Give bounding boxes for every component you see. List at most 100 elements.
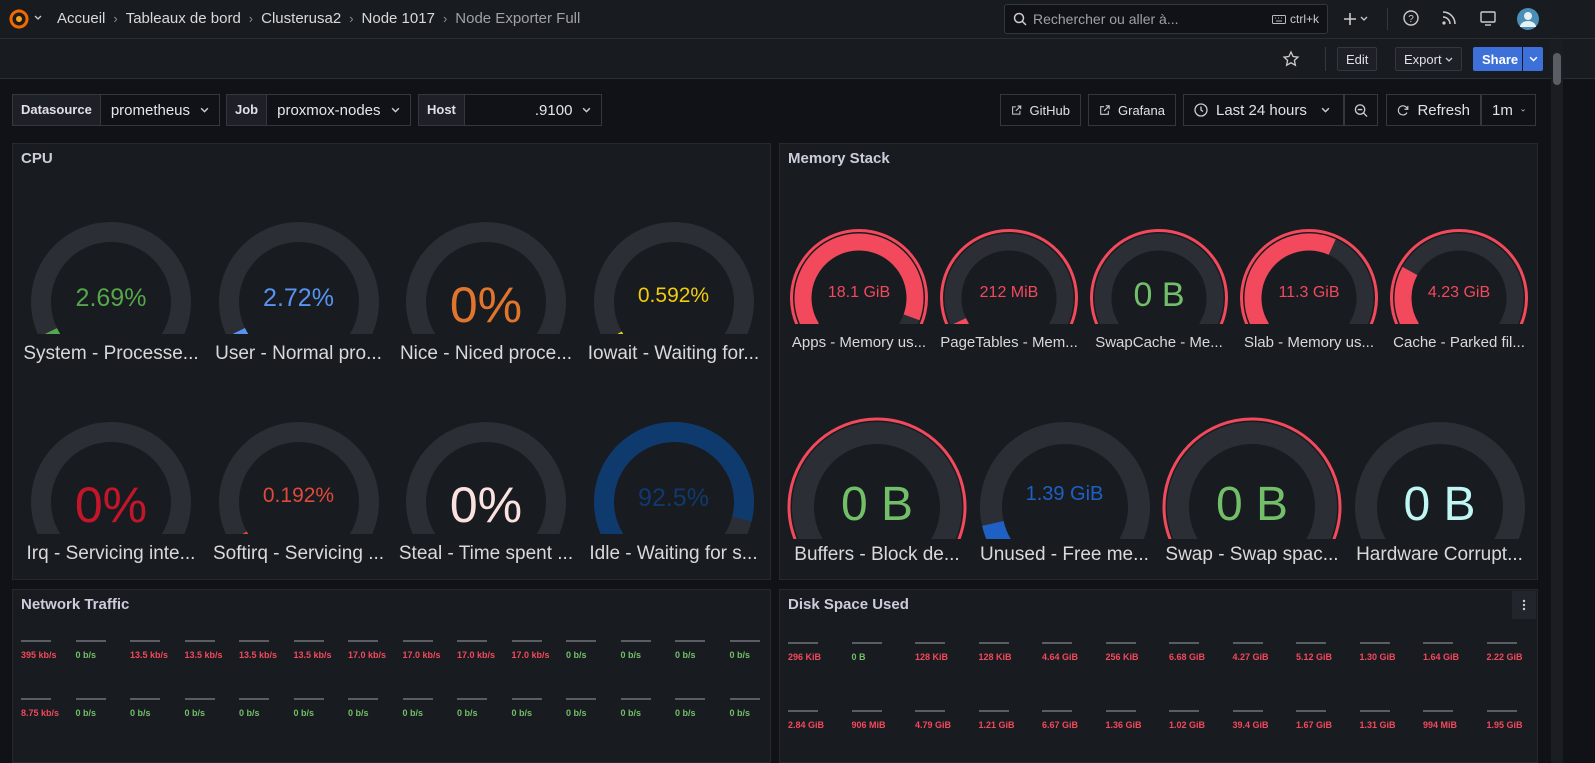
gauge-label: Softirq - Servicing ... bbox=[212, 543, 385, 564]
share-options-button[interactable] bbox=[1523, 47, 1543, 71]
gauge: 0% bbox=[396, 204, 576, 345]
gauge: 2.72% bbox=[209, 204, 389, 345]
gauge-value: 2.72% bbox=[263, 284, 334, 312]
page-scrollbar[interactable] bbox=[1551, 39, 1563, 763]
gauge-threshold bbox=[1390, 229, 1528, 335]
help-icon[interactable]: ? bbox=[1402, 9, 1420, 27]
stat-name-redacted bbox=[239, 638, 277, 650]
user-avatar[interactable] bbox=[1516, 7, 1540, 31]
stat-item: 0 b/s bbox=[729, 696, 760, 719]
variable-datasource[interactable]: Datasource prometheus bbox=[12, 94, 221, 126]
gauge-label: SwapCache - Me... bbox=[1095, 334, 1223, 351]
variable-job[interactable]: Job proxmox-nodes bbox=[226, 94, 411, 126]
stat-item: 0 b/s bbox=[239, 696, 269, 719]
breadcrumb-subfolder[interactable]: Node 1017 bbox=[361, 10, 435, 27]
star-icon[interactable] bbox=[1282, 50, 1300, 68]
gauge-threshold bbox=[790, 229, 928, 335]
time-range-picker[interactable]: Last 24 hours bbox=[1183, 94, 1344, 126]
stat-item: 17.0 kb/s bbox=[511, 638, 550, 661]
gauge-label: Steal - Time spent ... bbox=[398, 543, 574, 564]
stat-item: 1.30 GiB bbox=[1359, 640, 1396, 663]
gauge-track bbox=[1354, 422, 1525, 553]
stat-name-redacted bbox=[184, 638, 223, 650]
stat-name-placeholder bbox=[348, 698, 378, 700]
stat-name-placeholder bbox=[75, 698, 106, 700]
gauge-chart bbox=[593, 422, 754, 545]
gauge-chart bbox=[940, 229, 1078, 335]
gauge-fill bbox=[794, 233, 924, 333]
stat-name-placeholder bbox=[1423, 642, 1453, 644]
divider bbox=[1387, 8, 1388, 30]
breadcrumb-dashboards[interactable]: Tableaux de bord bbox=[125, 10, 241, 27]
variable-value[interactable]: .9100 bbox=[465, 95, 602, 125]
gauge-chart bbox=[218, 422, 379, 545]
stat-value: 39.4 GiB bbox=[1232, 720, 1269, 730]
breadcrumb-separator-icon: › bbox=[248, 11, 254, 26]
zoom-out-button[interactable] bbox=[1344, 94, 1378, 126]
more-options-icon bbox=[1522, 599, 1526, 611]
scrollbar-thumb[interactable] bbox=[1553, 53, 1561, 85]
stat-name-placeholder bbox=[511, 640, 542, 642]
stat-name-redacted bbox=[978, 708, 1015, 720]
gauge: 0 B bbox=[1349, 399, 1531, 553]
gauge-track bbox=[1394, 233, 1524, 333]
stat-value: 1.95 GiB bbox=[1486, 720, 1523, 730]
stat-name-redacted bbox=[293, 696, 324, 708]
panel-menu-button[interactable] bbox=[1512, 591, 1536, 619]
stat-name-redacted bbox=[1296, 640, 1332, 652]
breadcrumb-home[interactable]: Accueil bbox=[57, 10, 106, 27]
grafana-link[interactable]: Grafana bbox=[1088, 94, 1176, 126]
edit-button[interactable]: Edit bbox=[1337, 47, 1378, 71]
gauge-value: 4.23 GiB bbox=[1427, 284, 1491, 301]
chevron-down-icon bbox=[1521, 108, 1525, 111]
github-link[interactable]: GitHub bbox=[1000, 94, 1081, 126]
stat-value: 1.21 GiB bbox=[978, 720, 1015, 730]
stat-name-redacted bbox=[566, 638, 596, 650]
gauge-label: Apps - Memory us... bbox=[791, 334, 927, 351]
gauge-track bbox=[406, 222, 566, 345]
gauge-fill bbox=[226, 327, 248, 345]
breadcrumb-folder[interactable]: Clusterusa2 bbox=[261, 10, 342, 27]
news-feed-icon[interactable] bbox=[1440, 9, 1458, 27]
gauge-track bbox=[31, 222, 191, 345]
share-button[interactable]: Share bbox=[1473, 47, 1522, 71]
variable-value[interactable]: proxmox-nodes bbox=[267, 95, 409, 125]
stat-name-redacted bbox=[915, 640, 948, 652]
gauge-value: 1.39 GiB bbox=[1025, 483, 1104, 505]
stat-value: 0 b/s bbox=[348, 708, 369, 718]
search-input[interactable]: Rechercher ou aller à... ctrl+k bbox=[1004, 4, 1328, 34]
stat-name-redacted bbox=[511, 696, 542, 708]
stat-value: 128 KiB bbox=[915, 652, 949, 662]
stat-value: 256 KiB bbox=[1105, 652, 1139, 662]
add-new-button[interactable] bbox=[1343, 9, 1369, 34]
gauge-value: 0% bbox=[449, 277, 523, 333]
stat-item: 13.5 kb/s bbox=[239, 638, 277, 661]
variable-value[interactable]: prometheus bbox=[101, 95, 219, 125]
refresh-button[interactable]: Refresh bbox=[1386, 94, 1481, 126]
refresh-interval-picker[interactable]: 1m bbox=[1481, 94, 1536, 126]
stat-name-placeholder bbox=[675, 640, 705, 642]
gauge-track bbox=[593, 222, 754, 345]
export-button[interactable]: Export bbox=[1395, 47, 1463, 71]
kiosk-mode-icon[interactable] bbox=[1479, 9, 1497, 27]
chevron-down-icon bbox=[583, 107, 591, 113]
stat-value: 2.22 GiB bbox=[1486, 652, 1523, 662]
external-link-icon bbox=[1100, 104, 1110, 115]
gauge-label: System - Processe... bbox=[23, 343, 199, 364]
stat-item: 8.75 kb/s bbox=[21, 696, 59, 719]
search-shortcut: ctrl+k bbox=[1271, 12, 1319, 26]
gauge-threshold bbox=[1240, 229, 1378, 335]
stat-item: 994 MiB bbox=[1423, 708, 1457, 731]
gauge-label: Swap - Swap spac... bbox=[1165, 544, 1339, 565]
stat-item: 0 b/s bbox=[620, 696, 651, 719]
gauge-value: 0.192% bbox=[262, 484, 335, 507]
grafana-logo-icon[interactable] bbox=[8, 8, 30, 30]
chevron-down-icon[interactable] bbox=[34, 14, 42, 22]
stat-item: 0 b/s bbox=[402, 696, 433, 719]
variable-host[interactable]: Host .9100 bbox=[418, 94, 603, 126]
stat-item: 6.68 GiB bbox=[1169, 640, 1205, 663]
gauge-label: User - Normal pro... bbox=[215, 343, 382, 364]
stat-item: 1.67 GiB bbox=[1296, 708, 1332, 731]
stat-value: 1.36 GiB bbox=[1105, 720, 1142, 730]
stat-name-redacted bbox=[978, 640, 1012, 652]
